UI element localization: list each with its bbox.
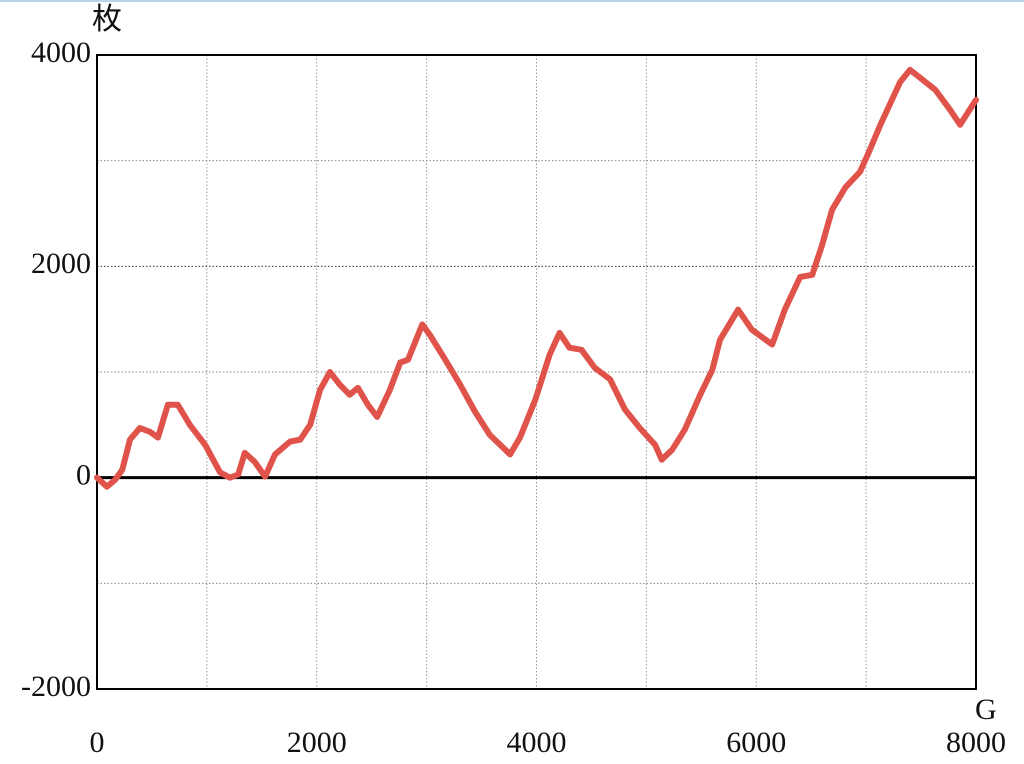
- plot-frame: [96, 54, 977, 690]
- x-tick-label: 6000: [726, 726, 786, 759]
- x-axis-label: G: [975, 693, 997, 726]
- x-tick-label: 2000: [287, 726, 347, 759]
- y-tick-label: 2000: [31, 247, 91, 280]
- y-tick-label: -2000: [21, 670, 91, 703]
- x-tick-label: 8000: [946, 726, 1006, 759]
- y-axis-label: 枚: [92, 3, 122, 36]
- x-tick-label: 0: [90, 726, 105, 759]
- y-tick-label: 4000: [31, 36, 91, 69]
- x-tick-label: 4000: [507, 726, 567, 759]
- y-tick-label: 0: [76, 459, 91, 492]
- data-line: [94, 66, 979, 490]
